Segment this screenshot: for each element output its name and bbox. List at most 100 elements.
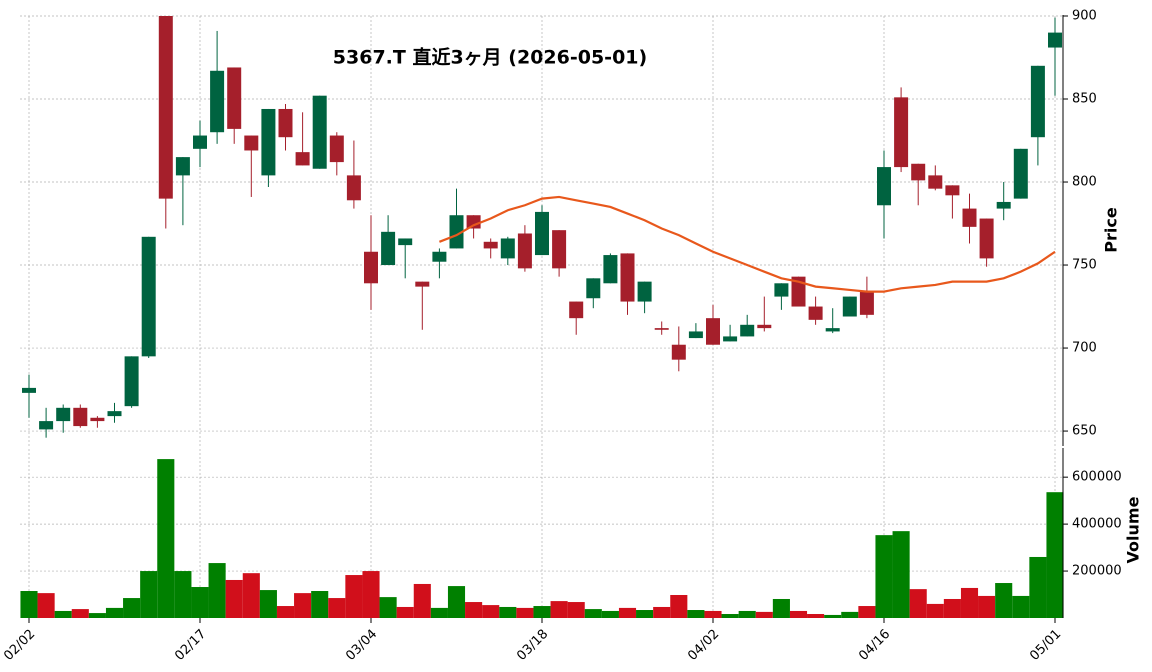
candle-body	[637, 281, 652, 302]
volume-bar	[174, 571, 192, 618]
volume-bar	[636, 610, 654, 618]
candle-body	[56, 407, 71, 422]
candle-body	[620, 253, 635, 302]
candle-body	[261, 108, 276, 176]
volume-bar	[618, 607, 637, 618]
chart-title: 5367.T 直近3ヶ月 (2026-05-01)	[333, 46, 647, 69]
volume-bar	[105, 607, 124, 618]
candle-body	[295, 152, 310, 166]
candle-body	[329, 135, 344, 163]
volume-bar	[54, 610, 72, 618]
candle-body	[466, 215, 481, 229]
y-tick-label: 750	[1072, 258, 1097, 273]
candle-body	[312, 95, 327, 169]
volume-bar	[379, 597, 397, 618]
volume-bar	[294, 593, 312, 618]
candle-body	[124, 356, 139, 407]
volume-bar	[550, 601, 568, 618]
moving-average-line	[439, 195, 1056, 293]
y-tick-label: 900	[1072, 9, 1097, 24]
volume-bar	[191, 587, 209, 618]
candle-body	[244, 135, 259, 151]
candle-body	[706, 318, 720, 345]
volume-bar	[721, 614, 739, 618]
candle-body	[740, 324, 755, 337]
volume-bar	[482, 605, 500, 618]
volume-bar	[430, 607, 448, 618]
volume-bar	[687, 610, 705, 618]
candle-body	[346, 175, 361, 201]
volume-bar	[533, 606, 551, 618]
volume-bar	[909, 589, 927, 618]
volume-bar	[892, 531, 910, 618]
candle-body	[381, 231, 396, 266]
candle-body	[808, 306, 823, 320]
candle-body	[107, 411, 122, 417]
candle-body	[227, 67, 242, 129]
candle-body	[73, 407, 88, 427]
candle-body	[535, 211, 549, 256]
x-tick-label: 02/02	[1, 627, 38, 664]
candle-body	[774, 283, 789, 297]
candle-body	[723, 336, 738, 342]
volume-bar	[1029, 556, 1047, 618]
candle-body	[603, 255, 618, 284]
y-tick-label: 200000	[1072, 564, 1122, 579]
candle-body	[193, 135, 207, 149]
volume-bar	[123, 598, 141, 618]
candle-body	[654, 328, 669, 330]
candle-body	[877, 167, 891, 206]
volume-bar	[413, 583, 431, 618]
x-tick-label: 05/01	[1027, 627, 1064, 664]
candle-body	[825, 328, 840, 332]
candle-body	[842, 296, 857, 317]
volume-bar	[738, 610, 756, 618]
y-axis-label: Volume	[1124, 496, 1143, 563]
volume-bar	[37, 593, 55, 618]
candle-body	[996, 201, 1011, 209]
volume-bar	[345, 575, 363, 618]
volume-bar	[755, 611, 773, 618]
volume-bar	[584, 609, 602, 618]
volume-bar	[567, 602, 585, 618]
candle-body	[1048, 32, 1062, 48]
x-tick-label: 03/04	[343, 627, 380, 664]
x-tick-label: 04/16	[856, 627, 893, 664]
candle-body	[928, 175, 943, 189]
volume-bar	[276, 606, 295, 618]
y-axis-label: Price	[1102, 207, 1121, 253]
y-tick-label: 700	[1072, 341, 1097, 356]
x-tick-label: 03/18	[514, 627, 551, 664]
volume-bar	[841, 611, 859, 618]
candle-body	[22, 387, 36, 393]
volume-bar	[88, 613, 106, 618]
candle-body	[945, 185, 960, 196]
candle-body	[911, 163, 926, 181]
volume-bar	[516, 607, 534, 618]
x-tick-label: 02/17	[172, 627, 209, 664]
candle-body	[671, 344, 686, 360]
volume-bar	[140, 571, 158, 618]
candle-body	[1030, 65, 1045, 138]
volume-bar	[789, 610, 808, 618]
y-tick-label: 600000	[1072, 470, 1122, 485]
candle-body	[757, 324, 772, 329]
volume-bar	[208, 563, 226, 618]
candle-body	[586, 278, 601, 299]
volume-bar	[157, 459, 175, 618]
volume-bar	[875, 535, 893, 618]
candle-body	[569, 301, 584, 319]
candle-body	[278, 108, 293, 138]
volume-bar	[978, 595, 996, 618]
volume-bar	[465, 602, 483, 618]
volume-bar	[499, 606, 517, 618]
y-tick-label: 850	[1072, 92, 1097, 107]
volume-bar	[772, 598, 790, 618]
candle-body	[1013, 148, 1028, 199]
y-tick-label: 650	[1072, 424, 1097, 439]
volume-bar	[447, 586, 466, 618]
volume-bar	[311, 591, 329, 618]
candle-body	[158, 16, 173, 199]
x-tick-label: 04/02	[685, 627, 722, 664]
